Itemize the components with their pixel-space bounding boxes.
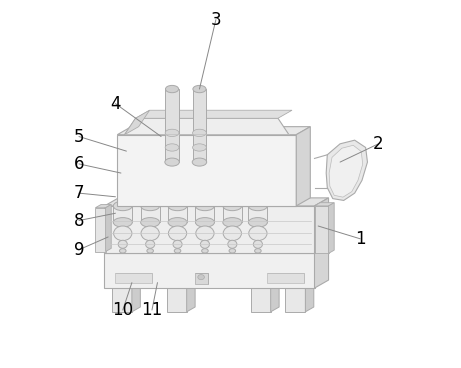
Text: 9: 9	[74, 241, 84, 259]
Text: 8: 8	[74, 212, 84, 230]
Polygon shape	[314, 203, 334, 206]
Ellipse shape	[193, 144, 207, 151]
Polygon shape	[113, 206, 132, 222]
Polygon shape	[166, 283, 195, 288]
Text: 10: 10	[112, 301, 133, 319]
Polygon shape	[105, 206, 314, 254]
Polygon shape	[193, 89, 206, 162]
Polygon shape	[296, 127, 310, 206]
Polygon shape	[117, 135, 296, 206]
Polygon shape	[112, 283, 140, 288]
Polygon shape	[95, 205, 111, 208]
Polygon shape	[251, 283, 279, 288]
Ellipse shape	[174, 249, 181, 253]
Ellipse shape	[113, 201, 132, 210]
Polygon shape	[251, 288, 271, 312]
Text: 1: 1	[355, 230, 366, 248]
Polygon shape	[95, 208, 106, 252]
Polygon shape	[285, 288, 305, 312]
Polygon shape	[105, 254, 314, 288]
Ellipse shape	[168, 201, 187, 210]
Ellipse shape	[113, 217, 132, 227]
Polygon shape	[223, 206, 242, 222]
Polygon shape	[168, 206, 187, 222]
Ellipse shape	[201, 249, 208, 253]
Ellipse shape	[248, 217, 267, 227]
Ellipse shape	[193, 129, 207, 137]
Text: 2: 2	[373, 135, 384, 153]
Polygon shape	[117, 127, 310, 135]
Ellipse shape	[165, 85, 179, 93]
Polygon shape	[314, 198, 329, 254]
Polygon shape	[166, 288, 187, 312]
Polygon shape	[329, 203, 334, 254]
Ellipse shape	[254, 240, 262, 248]
Polygon shape	[267, 273, 303, 283]
Ellipse shape	[192, 158, 207, 166]
Polygon shape	[132, 283, 140, 312]
Ellipse shape	[168, 217, 187, 227]
Ellipse shape	[118, 240, 127, 248]
Text: 5: 5	[74, 128, 84, 145]
Ellipse shape	[201, 240, 209, 248]
Polygon shape	[187, 283, 195, 312]
Text: 4: 4	[110, 95, 121, 113]
Polygon shape	[112, 288, 132, 312]
Ellipse shape	[223, 201, 242, 210]
Ellipse shape	[193, 85, 206, 93]
Polygon shape	[195, 273, 207, 284]
Ellipse shape	[223, 217, 242, 227]
Polygon shape	[115, 273, 152, 283]
Ellipse shape	[223, 226, 242, 241]
Ellipse shape	[146, 240, 155, 248]
Ellipse shape	[196, 226, 214, 241]
Polygon shape	[124, 118, 289, 135]
Ellipse shape	[147, 249, 154, 253]
Polygon shape	[285, 283, 314, 288]
Text: 11: 11	[142, 301, 163, 319]
Polygon shape	[106, 205, 111, 252]
Polygon shape	[195, 206, 214, 222]
Ellipse shape	[228, 240, 237, 248]
Polygon shape	[105, 245, 329, 254]
Ellipse shape	[113, 226, 132, 241]
Polygon shape	[271, 283, 279, 312]
Polygon shape	[314, 245, 329, 288]
Ellipse shape	[141, 226, 160, 241]
Ellipse shape	[141, 201, 160, 210]
Polygon shape	[248, 206, 267, 222]
Text: 6: 6	[74, 155, 84, 173]
Polygon shape	[305, 283, 314, 312]
Polygon shape	[329, 145, 363, 197]
Text: 3: 3	[211, 11, 221, 29]
Polygon shape	[165, 89, 179, 162]
Polygon shape	[141, 206, 160, 222]
Ellipse shape	[165, 144, 179, 151]
Ellipse shape	[173, 240, 182, 248]
Polygon shape	[136, 110, 292, 118]
Ellipse shape	[248, 201, 267, 210]
Ellipse shape	[165, 129, 179, 137]
Ellipse shape	[198, 275, 204, 280]
Polygon shape	[326, 140, 367, 201]
Ellipse shape	[168, 226, 187, 241]
Ellipse shape	[195, 201, 214, 210]
Ellipse shape	[249, 226, 267, 241]
Ellipse shape	[254, 249, 261, 253]
Ellipse shape	[195, 217, 214, 227]
Ellipse shape	[229, 249, 236, 253]
Polygon shape	[124, 110, 150, 135]
Ellipse shape	[119, 249, 126, 253]
Ellipse shape	[141, 217, 160, 227]
Ellipse shape	[165, 158, 179, 166]
Polygon shape	[105, 198, 329, 206]
Text: 7: 7	[74, 184, 84, 202]
Polygon shape	[314, 206, 329, 254]
